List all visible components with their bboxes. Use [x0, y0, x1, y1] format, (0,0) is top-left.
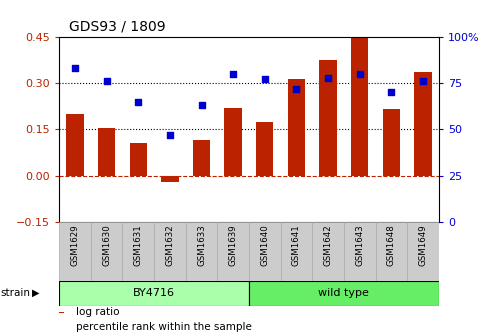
Bar — [376, 222, 407, 281]
Point — [356, 71, 364, 77]
Bar — [414, 72, 432, 175]
Bar — [312, 222, 344, 281]
Bar — [351, 35, 368, 175]
Bar — [319, 60, 337, 175]
Text: GSM1631: GSM1631 — [134, 224, 143, 266]
Text: wild type: wild type — [318, 288, 369, 298]
Bar — [59, 312, 64, 313]
Bar — [256, 122, 274, 175]
Text: GSM1640: GSM1640 — [260, 224, 269, 266]
Bar — [66, 114, 84, 175]
Bar — [59, 281, 249, 306]
Text: ▶: ▶ — [32, 288, 39, 298]
Text: GSM1633: GSM1633 — [197, 224, 206, 266]
Point — [103, 79, 110, 84]
Bar — [59, 222, 91, 281]
Point — [198, 103, 206, 108]
Text: strain: strain — [0, 288, 31, 298]
Text: percentile rank within the sample: percentile rank within the sample — [76, 322, 252, 332]
Text: GDS93 / 1809: GDS93 / 1809 — [69, 19, 166, 34]
Bar — [161, 175, 178, 182]
Text: GSM1639: GSM1639 — [229, 224, 238, 266]
Bar — [122, 222, 154, 281]
Point — [387, 90, 395, 95]
Bar — [186, 222, 217, 281]
Point — [419, 79, 427, 84]
Bar — [98, 128, 115, 175]
Bar — [281, 222, 312, 281]
Point — [261, 77, 269, 82]
Text: GSM1648: GSM1648 — [387, 224, 396, 266]
Text: GSM1642: GSM1642 — [323, 224, 333, 266]
Text: GSM1630: GSM1630 — [102, 224, 111, 266]
Point — [292, 86, 300, 91]
Point — [71, 66, 79, 71]
Bar — [154, 222, 186, 281]
Text: GSM1649: GSM1649 — [419, 224, 427, 266]
Bar — [193, 140, 210, 175]
Point — [324, 75, 332, 80]
Bar — [91, 222, 122, 281]
Text: BY4716: BY4716 — [133, 288, 175, 298]
Point — [229, 71, 237, 77]
Bar — [249, 281, 439, 306]
Bar — [383, 109, 400, 175]
Text: GSM1632: GSM1632 — [165, 224, 175, 266]
Bar — [249, 222, 281, 281]
Bar — [407, 222, 439, 281]
Text: GSM1643: GSM1643 — [355, 224, 364, 266]
Point — [166, 132, 174, 138]
Bar — [217, 222, 249, 281]
Text: GSM1629: GSM1629 — [70, 224, 79, 266]
Point — [134, 99, 142, 104]
Bar — [130, 143, 147, 175]
Bar — [288, 79, 305, 175]
Bar — [224, 108, 242, 175]
Text: log ratio: log ratio — [76, 307, 120, 318]
Text: GSM1641: GSM1641 — [292, 224, 301, 266]
Bar — [344, 222, 376, 281]
